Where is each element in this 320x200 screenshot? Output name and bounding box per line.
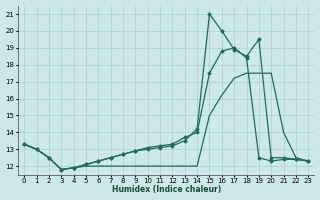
X-axis label: Humidex (Indice chaleur): Humidex (Indice chaleur) bbox=[112, 185, 221, 194]
